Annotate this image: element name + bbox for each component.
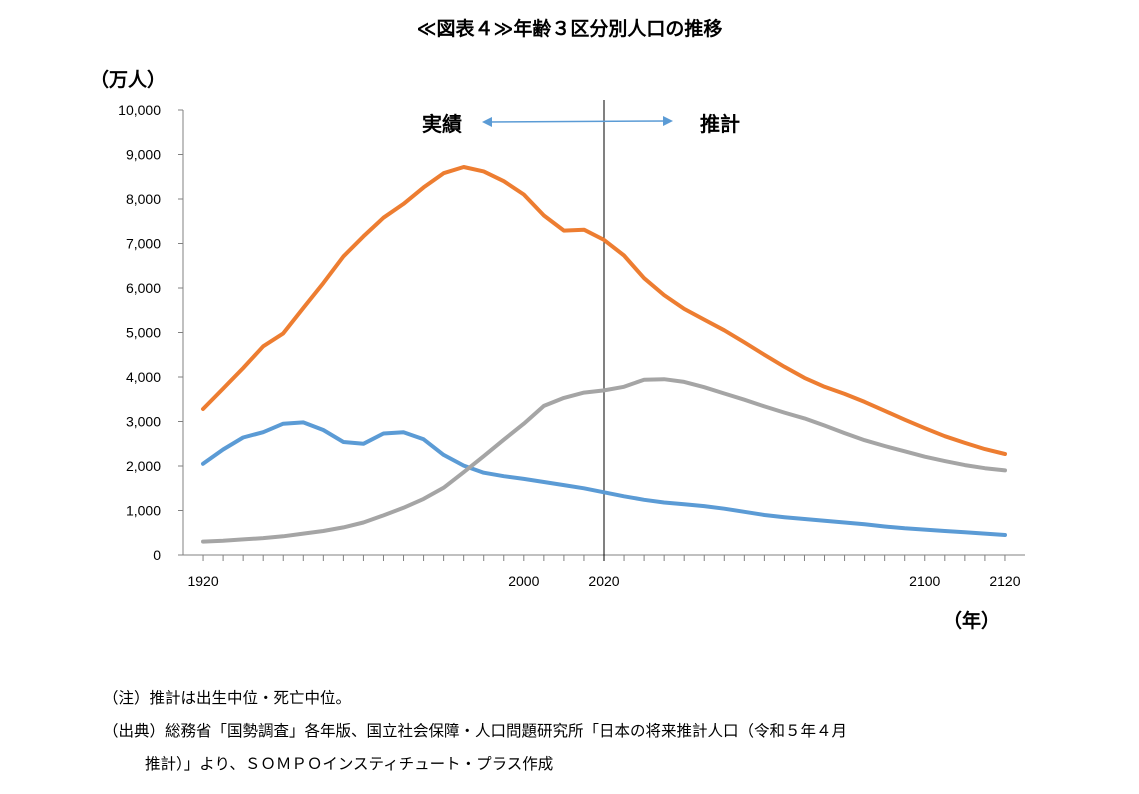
y-tick-label: 4,000 <box>126 369 161 385</box>
y-tick-label: 9,000 <box>126 147 161 163</box>
annotation-group: 実績 推計 <box>422 112 740 136</box>
x-tick-label: 2000 <box>508 573 539 589</box>
x-tick-label: 2020 <box>588 573 619 589</box>
note-line-1: （注）推計は出生中位・死亡中位。 <box>103 689 352 707</box>
x-axis: 1920 2000 2020 2100 2120 （年） <box>183 554 1025 632</box>
x-tick-label: 1920 <box>187 573 218 589</box>
x-tick-label: 2100 <box>909 573 940 589</box>
note-line-3: 推計）」より、ＳＯＭＰＯインスティチュート・プラス作成 <box>145 755 554 773</box>
y-unit-label: （万人） <box>90 68 166 91</box>
notes: （注）推計は出生中位・死亡中位。 （出典）総務省「国勢調査」各年版、国立社会保障… <box>103 682 847 781</box>
y-tick-label: 3,000 <box>126 414 161 430</box>
y-axis: 0 1,000 2,000 3,000 4,000 5,000 6,000 7,000 8,00… <box>90 68 184 563</box>
x-unit-label: （年） <box>943 609 1000 632</box>
y-tick-label: 5,000 <box>126 325 161 341</box>
y-tick-label: 2,000 <box>126 458 161 474</box>
y-tick-label: 0 <box>153 547 161 563</box>
series-line-2 <box>201 165 1007 456</box>
series-line-1 <box>201 420 1007 537</box>
population-line-chart: 0 1,000 2,000 3,000 4,000 5,000 6,000 7,000 8,00… <box>90 68 1025 632</box>
chart-title: ≪図表４≫年齢３区分別人口の推移 <box>416 18 723 40</box>
y-tick-label: 10,000 <box>118 102 161 118</box>
note-line-2: （出典）総務省「国勢調査」各年版、国立社会保障・人口問題研究所「日本の将来推計人… <box>103 722 848 740</box>
annotation-actual: 実績 <box>422 112 462 136</box>
y-tick-label: 8,000 <box>126 191 161 207</box>
x-tick-label: 2120 <box>989 573 1020 589</box>
y-tick-label: 1,000 <box>126 503 161 519</box>
double-arrow <box>482 116 673 127</box>
y-tick-label: 6,000 <box>126 280 161 296</box>
annotation-projection: 推計 <box>700 112 740 136</box>
y-tick-label: 7,000 <box>126 236 161 252</box>
series-line-3 <box>201 377 1007 544</box>
series-group <box>201 165 1007 544</box>
